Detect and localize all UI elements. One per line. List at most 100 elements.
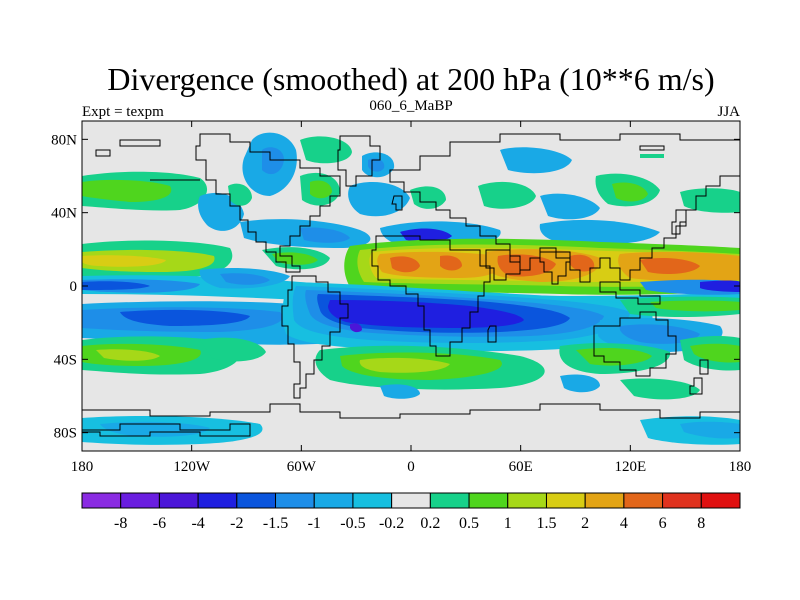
field-region (262, 147, 284, 175)
coastline-uk (391, 195, 403, 211)
field-region (120, 309, 250, 326)
colorbar-label: 1 (504, 515, 512, 532)
coastline-greenland (337, 135, 381, 187)
coastline-australia (593, 311, 677, 377)
colorbar-label: -6 (153, 515, 166, 532)
chart-title: Divergence (smoothed) at 200 hPa (10**6 … (107, 61, 714, 97)
x-tick-label: 180 (71, 459, 94, 475)
field-region (680, 188, 740, 213)
colorbar-swatch (507, 492, 547, 509)
colorbar-label: 2 (581, 515, 589, 532)
field-region (82, 281, 150, 290)
colorbar-label: -4 (191, 515, 204, 532)
colorbar-label: -1.5 (263, 515, 288, 532)
colorbar-swatch (584, 492, 625, 509)
x-tick-label: 60W (287, 459, 317, 475)
x-tick-label: 120E (614, 459, 646, 475)
coastline-africa (371, 235, 491, 357)
field-region (650, 300, 740, 312)
y-tick-label: 40S (54, 352, 77, 368)
field-region (478, 181, 536, 209)
field-region (440, 255, 462, 271)
colorbar-label: 8 (697, 515, 705, 532)
field-region (500, 147, 572, 174)
y-tick-label: 0 (70, 279, 78, 295)
colorbar-swatch (313, 492, 354, 509)
coastline-japan (671, 209, 687, 235)
field-region (612, 182, 648, 202)
field-region (300, 136, 352, 164)
coastline-antarctica (82, 403, 740, 437)
field-region (570, 254, 595, 272)
y-tick-label: 80N (51, 132, 77, 148)
colorbar-label: -2 (230, 515, 243, 532)
colorbar-label: -8 (114, 515, 127, 532)
colorbar-swatch (236, 492, 277, 509)
colorbar-swatch (429, 492, 470, 509)
field-region (359, 357, 450, 373)
field-region (100, 421, 210, 437)
field-region (96, 349, 160, 361)
colorbar-label: 4 (620, 515, 628, 532)
field-region (690, 343, 740, 363)
field-region (497, 254, 556, 277)
coastline-new-zealand (689, 359, 709, 395)
field-region (390, 256, 420, 273)
colorbar-swatch (197, 492, 238, 509)
x-tick-label: 180 (729, 459, 752, 475)
field-region (310, 180, 332, 199)
colorbar-label: 0.2 (420, 515, 440, 532)
field-region (220, 273, 270, 285)
field-region (640, 258, 700, 274)
x-tick-label: 60E (509, 459, 533, 475)
colorbar-swatch (275, 492, 315, 509)
chart-subtitle-right: JJA (717, 104, 740, 120)
colorbar-label: -0.2 (379, 515, 404, 532)
field-region (348, 182, 410, 217)
y-tick-label: 80S (54, 426, 77, 442)
field-region (619, 324, 700, 344)
field-region (300, 227, 350, 243)
colorbar-swatch (700, 492, 741, 509)
coastlines (82, 133, 740, 437)
coastline-madagascar (487, 325, 497, 343)
colorbar-swatch (158, 492, 199, 509)
colorbar-label: 1.5 (536, 515, 556, 532)
field-region (560, 374, 600, 393)
colorbar-label: 0.5 (459, 515, 479, 532)
field-region (640, 154, 664, 158)
coastline-india (539, 251, 571, 285)
field-region (380, 384, 420, 399)
colorbar-swatch (545, 492, 586, 509)
colorbar-swatch (662, 492, 702, 509)
x-tick-label: 120W (173, 459, 211, 475)
axes: 180 120W 60W 0 60E 120E 180 80N 40N 0 40S 80S (51, 121, 751, 475)
field-region (539, 219, 660, 245)
field-region (82, 179, 172, 202)
colorbar-swatch (352, 492, 393, 509)
chart-subtitle-left: Expt = texpm (82, 104, 164, 120)
x-tick-label: 0 (407, 459, 415, 475)
colorbar: -8 -6 -4 -2 -1.5 -1 -0.5 -0.2 0.2 0.5 1 1.5 2 4 6 8 (81, 492, 741, 532)
coastline-eurasia (389, 133, 740, 283)
colorbar-swatch (120, 492, 160, 509)
field-region (620, 378, 700, 400)
colorbar-swatch (623, 492, 664, 509)
colorbar-swatch (81, 492, 122, 509)
field-region (200, 337, 266, 362)
field-region (400, 228, 452, 243)
field-region (328, 300, 524, 328)
colorbar-swatch (391, 492, 431, 509)
field-region (82, 255, 166, 267)
field-region (540, 193, 600, 220)
colorbar-label: -1 (308, 515, 321, 532)
field-region (228, 183, 252, 206)
field-region (576, 348, 652, 366)
field-region (680, 421, 740, 439)
colorbar-label: 6 (659, 515, 667, 532)
coastline-maritime-continent (599, 281, 661, 305)
coastline-arctic-islands (95, 139, 665, 181)
field-region (350, 323, 362, 333)
coastline-arabia (485, 249, 521, 281)
